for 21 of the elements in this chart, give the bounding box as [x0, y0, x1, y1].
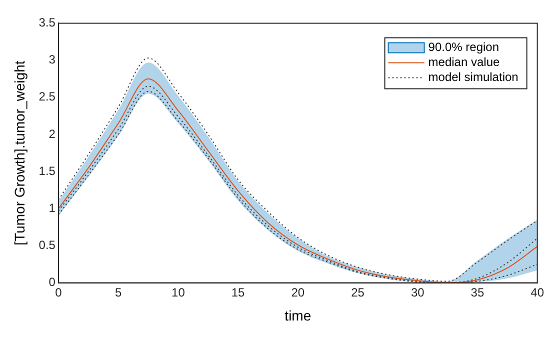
- y-tick-label: 1: [48, 200, 56, 215]
- legend-label: 90.0% region: [428, 40, 500, 54]
- x-tick-label: 20: [291, 285, 305, 300]
- y-tick-label: 2: [48, 126, 56, 141]
- x-tick-label: 40: [530, 285, 544, 300]
- y-tick-label: 2.5: [38, 90, 56, 104]
- x-tick-label: 25: [351, 285, 365, 300]
- x-axis-title: time: [284, 307, 312, 324]
- x-tick-label: 5: [114, 285, 122, 300]
- x-tick-label: 30: [410, 285, 425, 300]
- x-tick-label: 10: [172, 285, 186, 300]
- y-tick-label: 1.5: [38, 164, 56, 178]
- x-tick-label: 35: [470, 285, 484, 300]
- legend-label: median value: [428, 55, 500, 70]
- y-axis-title: [Tumor Growth].tumor_weight: [11, 60, 28, 246]
- y-tick-label: 3.5: [38, 16, 56, 30]
- y-tick-label: 0.5: [38, 238, 56, 252]
- y-tick-label: 0: [48, 275, 56, 290]
- x-tick-label: 15: [231, 285, 246, 300]
- y-tick-label: 3: [48, 52, 56, 67]
- legend-label: model simulation: [428, 70, 518, 84]
